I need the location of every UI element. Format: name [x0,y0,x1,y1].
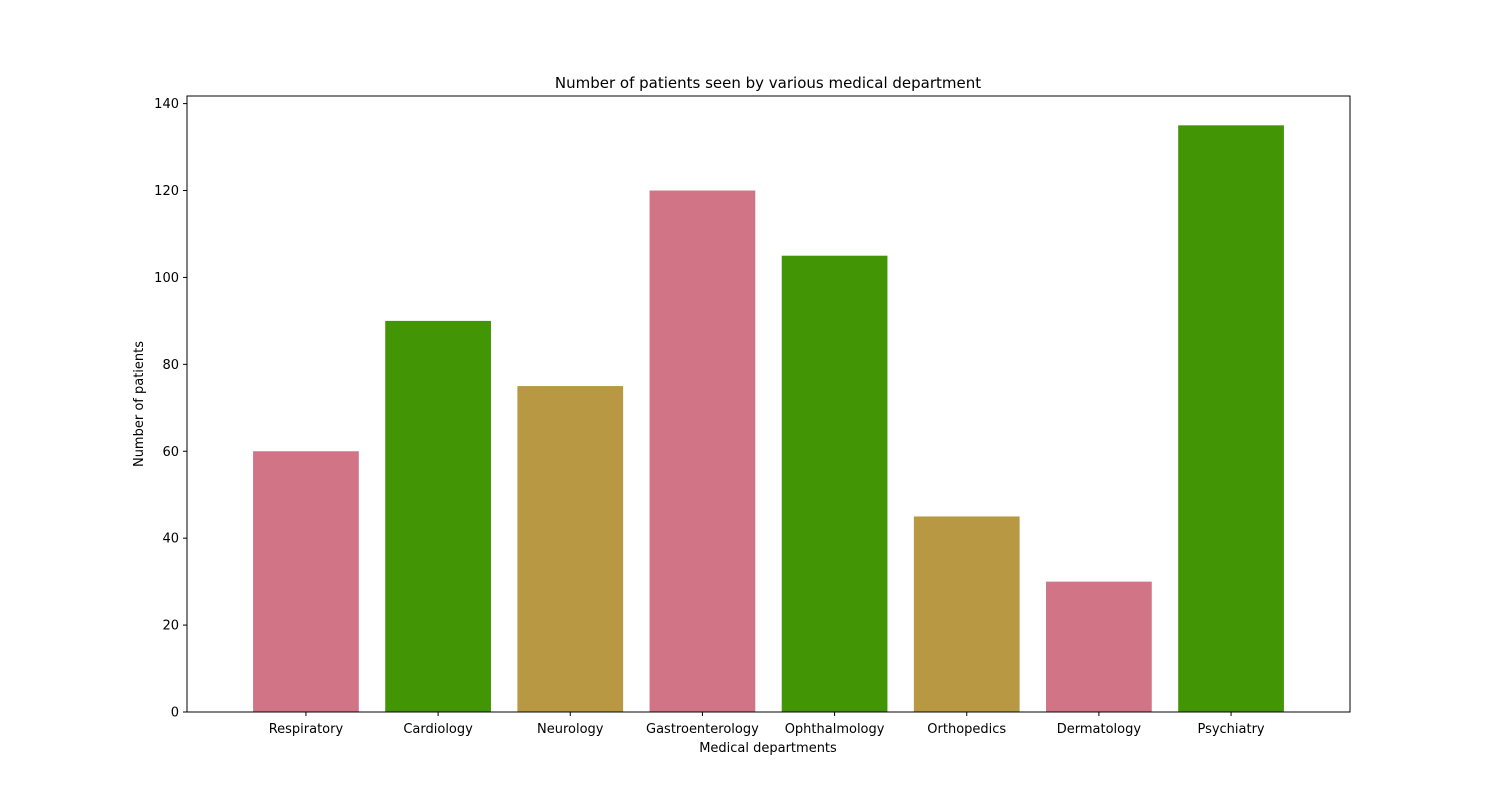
y-tick-label: 80 [162,358,179,373]
bar-cardiology [385,320,491,712]
y-tick-label: 120 [154,184,179,199]
y-tick-label: 20 [162,619,179,634]
bars-group [253,125,1284,712]
x-tick-label-respiratory: Respiratory [269,722,344,737]
bar-ophthalmology [781,255,888,712]
x-tick-label-ophthalmology: Ophthalmology [785,722,885,737]
bar-orthopedics [913,516,1020,712]
plot-frame [186,95,1351,713]
bar-respiratory [253,451,359,712]
x-tick-label-orthopedics: Orthopedics [927,722,1006,737]
y-axis-label: Number of patients [132,341,147,467]
bar-neurology [517,386,624,712]
bar-dermatology [1046,581,1152,712]
y-tick-label: 60 [162,445,179,460]
x-tick-label-gastroenterology: Gastroenterology [646,722,759,737]
bar-psychiatry [1178,125,1284,712]
x-axis-label: Medical departments [699,741,837,756]
y-axis-ticks: 0 20 40 60 80 100 120 140 [154,97,187,721]
y-tick-label: 100 [154,271,179,286]
y-tick-label: 40 [162,532,179,547]
x-axis-ticks: Respiratory Cardiology Neurology Gastroente… [269,712,1265,737]
x-tick-label-psychiatry: Psychiatry [1197,722,1264,737]
x-tick-label-cardiology: Cardiology [403,722,473,737]
chart-title: Number of patients seen by various medic… [555,74,981,92]
x-tick-label-dermatology: Dermatology [1057,722,1142,737]
y-tick-label: 140 [154,97,179,112]
x-tick-label-neurology: Neurology [537,722,604,737]
y-tick-label: 0 [171,706,179,721]
bar-gastroenterology [649,190,756,712]
